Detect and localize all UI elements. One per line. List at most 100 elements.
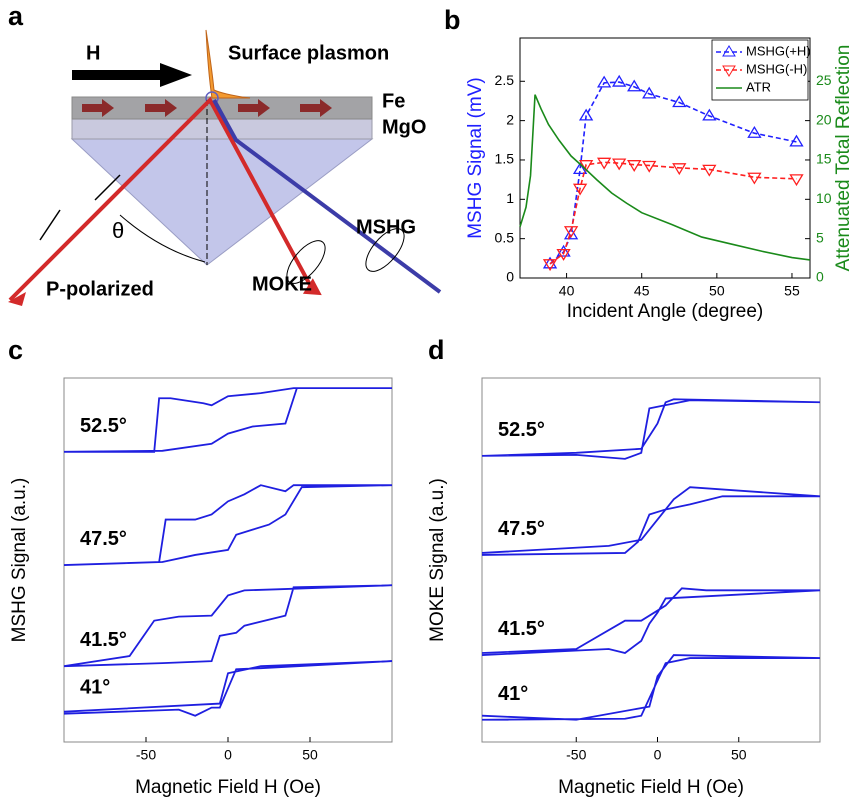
polarization xyxy=(94,174,121,201)
series-line xyxy=(63,484,393,566)
series-label: 47.5° xyxy=(498,518,545,540)
marker xyxy=(747,125,762,138)
marker xyxy=(612,74,627,87)
marker xyxy=(578,160,594,172)
series-line xyxy=(481,587,821,656)
marker xyxy=(702,108,717,121)
series-label: 47.5° xyxy=(80,528,127,550)
x-axis-label: Magnetic Field H (Oe) xyxy=(135,777,321,798)
series-label: 41° xyxy=(80,677,110,699)
polarization xyxy=(39,209,61,241)
panel-label: c xyxy=(8,335,23,365)
marker xyxy=(572,162,588,175)
plot-frame xyxy=(481,377,821,743)
x-tick-label: 0 xyxy=(224,747,232,763)
series-line xyxy=(63,584,393,668)
x-tick-label: 40 xyxy=(559,283,575,299)
y2-tick-label: 10 xyxy=(816,190,832,206)
beam-head xyxy=(8,292,26,306)
marker xyxy=(702,164,717,177)
x-tick-label: 50 xyxy=(302,747,318,763)
angle-arc xyxy=(119,214,206,263)
marker xyxy=(596,75,612,88)
y-axis-label: MSHG Signal (a.u.) xyxy=(9,478,30,643)
marker xyxy=(672,95,687,108)
y2-tick-label: 25 xyxy=(816,72,832,88)
series-line xyxy=(519,94,811,261)
y2-tick-label: 0 xyxy=(816,269,824,285)
marker xyxy=(596,157,612,170)
series-label: 41.5° xyxy=(80,629,127,651)
x-tick-label: 55 xyxy=(784,283,800,299)
diagram-label: MSHG xyxy=(356,216,416,238)
marker xyxy=(556,248,571,261)
y-axis-label: MOKE Signal (a.u.) xyxy=(427,478,448,642)
series-label: 52.5° xyxy=(498,419,545,441)
legend-marker xyxy=(722,65,736,77)
diagram-label: MgO xyxy=(382,116,426,138)
marker xyxy=(572,183,588,196)
magnetization-arrows xyxy=(82,99,332,117)
series-line xyxy=(481,486,821,556)
series-line xyxy=(549,161,797,265)
marker xyxy=(642,160,657,173)
panel-label: a xyxy=(8,1,24,31)
y2-axis-label: Attenuated Total Reflection xyxy=(833,45,854,272)
plot-frame xyxy=(519,37,811,279)
field-arrow xyxy=(72,63,192,87)
prism xyxy=(70,138,374,266)
series-line xyxy=(549,81,797,265)
diagram-label: P-polarized xyxy=(46,278,154,300)
panel-label: b xyxy=(444,5,461,35)
series-label: 41.5° xyxy=(498,618,545,640)
marker xyxy=(642,86,657,99)
polarization-ellipse xyxy=(286,240,326,284)
marker xyxy=(563,226,579,239)
y-tick-label: 1 xyxy=(506,190,514,206)
y-axis-label: MSHG Signal (mV) xyxy=(465,77,486,239)
y2-tick-label: 5 xyxy=(816,229,824,245)
series-line xyxy=(63,387,392,453)
marker xyxy=(627,79,642,92)
marker xyxy=(672,163,687,176)
x-tick-label: 45 xyxy=(634,283,650,299)
y-tick-label: 0.5 xyxy=(495,229,515,245)
marker xyxy=(747,172,762,185)
legend-label: ATR xyxy=(746,79,771,94)
marker xyxy=(542,256,558,269)
x-tick-label: 0 xyxy=(654,747,662,763)
series-label: 41° xyxy=(498,683,528,705)
diagram-label: θ xyxy=(112,218,124,243)
series-label: 52.5° xyxy=(80,415,127,437)
x-tick-label: -50 xyxy=(136,747,156,763)
y-tick-label: 2 xyxy=(506,111,514,127)
legend-label: MSHG(+H) xyxy=(746,43,811,58)
marker xyxy=(578,108,594,121)
y2-tick-label: 20 xyxy=(816,111,832,127)
x-tick-label: 50 xyxy=(709,283,725,299)
beam-head xyxy=(302,278,322,296)
marker xyxy=(612,158,627,171)
marker xyxy=(542,259,558,272)
plasmon-wave xyxy=(205,29,251,99)
y-tick-label: 2.5 xyxy=(495,72,515,88)
marker xyxy=(789,134,804,147)
marker xyxy=(627,160,642,172)
diagram-label: MOKE xyxy=(252,273,312,295)
panel-label: d xyxy=(428,335,445,365)
x-axis-label: Incident Angle (degree) xyxy=(567,301,763,322)
legend-label: MSHG(-H) xyxy=(746,61,807,76)
diagram-label: Fe xyxy=(382,90,405,112)
polarization-ellipse xyxy=(365,228,405,272)
marker xyxy=(563,227,579,240)
x-axis-label: Magnetic Field H (Oe) xyxy=(558,777,744,798)
y2-tick-label: 15 xyxy=(816,151,832,167)
y-tick-label: 1.5 xyxy=(495,151,515,167)
diagram-label: Surface plasmon xyxy=(228,42,389,64)
x-tick-label: -50 xyxy=(566,747,586,763)
series-line xyxy=(63,660,393,717)
y-tick-label: 0 xyxy=(506,269,514,285)
marker xyxy=(789,174,804,187)
diagram: H Surface plasmon Fe MgO θ MSHG MOKE P-p… xyxy=(8,29,442,306)
